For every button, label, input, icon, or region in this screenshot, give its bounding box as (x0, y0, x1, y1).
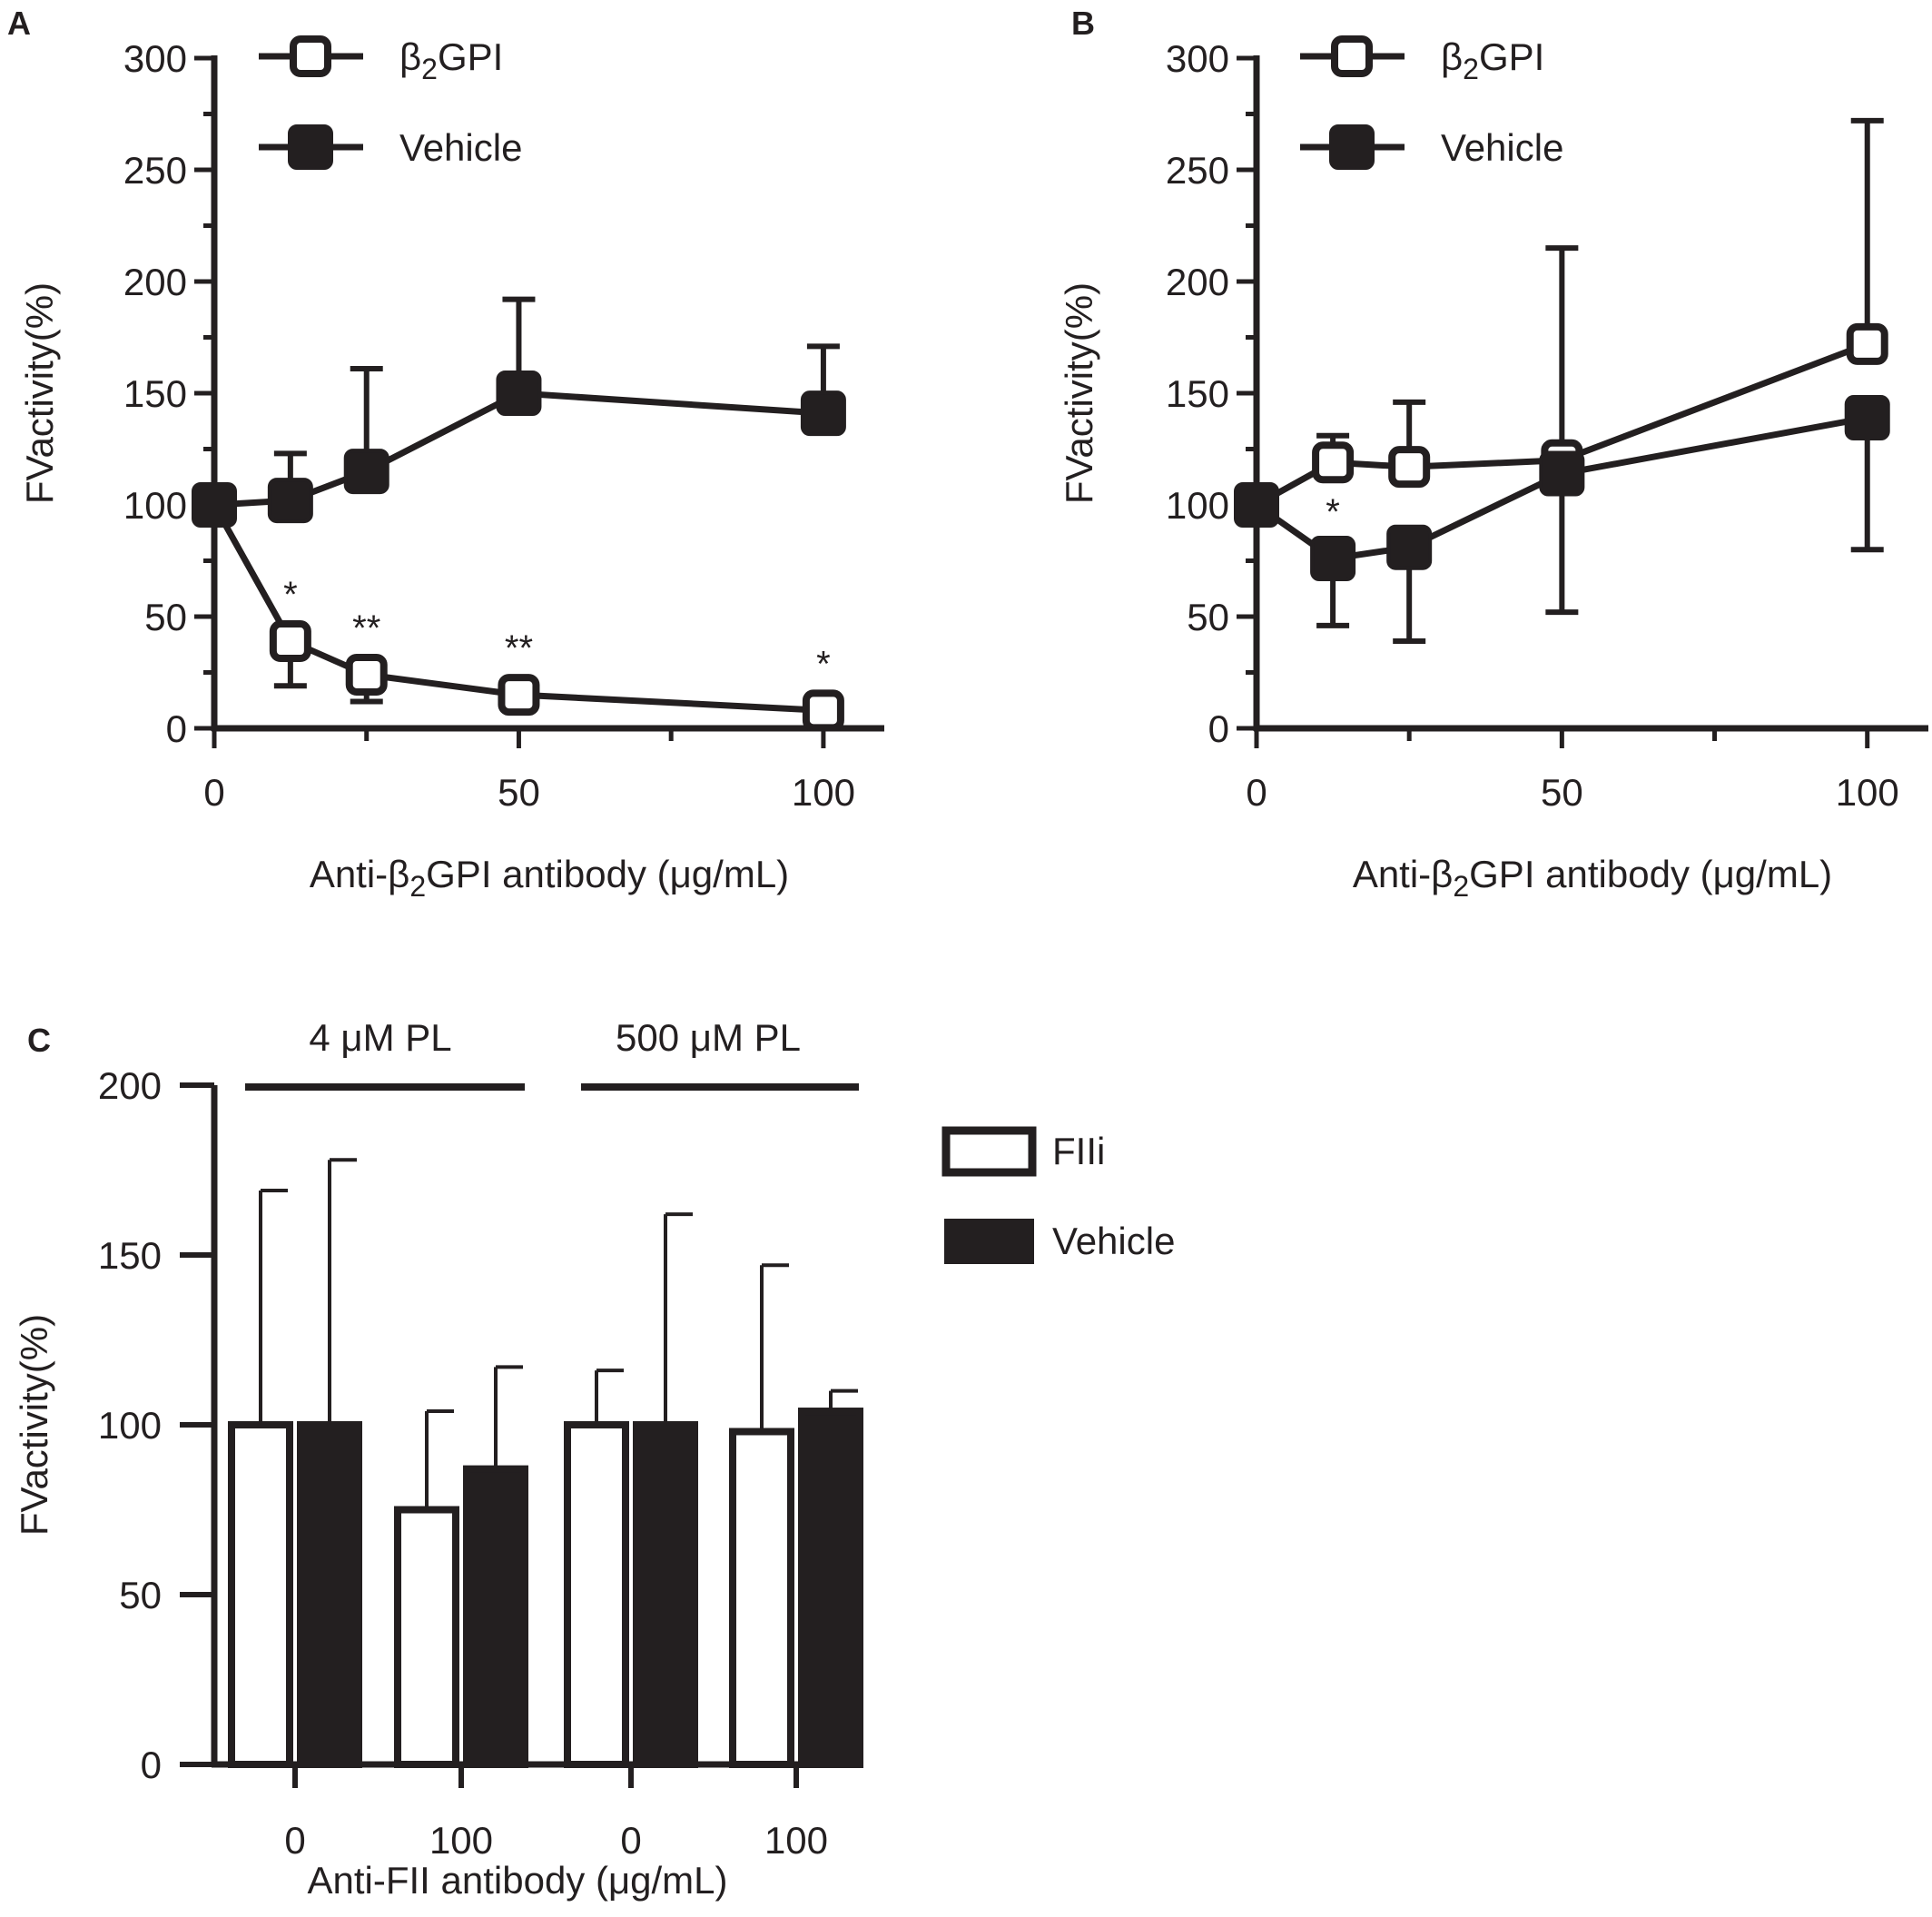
y-tick-label: 150 (1166, 372, 1229, 415)
x-tick-label: 100 (1836, 771, 1899, 814)
y-tick-label: 50 (144, 596, 187, 638)
x-tick-label: 0 (620, 1819, 641, 1862)
panel-letter: A (7, 5, 31, 42)
significance-label: ** (352, 608, 380, 648)
legend-label: β2GPI (1441, 35, 1544, 85)
y-tick-label: 200 (123, 261, 187, 303)
legend-label: FIIi (1052, 1130, 1105, 1172)
legend-marker (290, 35, 331, 77)
group-label: 4 μM PL (309, 1016, 451, 1059)
y-tick-label: 0 (1208, 707, 1229, 750)
data-point (269, 620, 311, 663)
bar (564, 1421, 629, 1768)
data-point (192, 482, 237, 528)
x-axis-label: Anti-β2GPI antibody (μg/mL) (1353, 853, 1832, 903)
legend-label: Vehicle (1441, 126, 1563, 169)
x-tick-label: 0 (1246, 771, 1267, 814)
x-axis-label: Anti-FII antibody (μg/mL) (307, 1859, 727, 1902)
bar (633, 1421, 698, 1768)
y-axis-label: FVactivity(%) (1058, 282, 1100, 504)
data-point (1234, 482, 1279, 528)
data-point (1312, 441, 1355, 484)
x-tick-label: 50 (1541, 771, 1583, 814)
y-tick-label: 50 (1187, 596, 1229, 638)
y-axis-label: FVactivity(%) (13, 1314, 55, 1536)
significance-label: * (1326, 492, 1340, 532)
y-tick-label: 150 (98, 1234, 162, 1277)
legend-marker (1331, 35, 1373, 77)
bar (228, 1421, 293, 1768)
y-tick-label: 50 (119, 1574, 162, 1616)
y-tick-label: 150 (123, 372, 187, 415)
significance-label: ** (505, 628, 533, 668)
legend-label: β2GPI (399, 35, 503, 85)
y-tick-label: 200 (1166, 261, 1229, 303)
data-point (1388, 446, 1431, 489)
significance-label: * (816, 644, 831, 684)
bar (394, 1506, 459, 1768)
significance-label: * (283, 575, 298, 615)
data-point (1386, 524, 1433, 570)
y-tick-label: 100 (1166, 484, 1229, 527)
x-tick-label: 50 (498, 771, 540, 814)
data-point (343, 449, 389, 495)
bar (297, 1421, 362, 1768)
legend-marker (1329, 124, 1375, 170)
panel-c-chart: C 0 50 100 150 200 FVactivity(%) Anti-FII antib… (13, 1016, 1175, 1902)
y-tick-label: 300 (1166, 37, 1229, 80)
x-tick-label: 100 (764, 1819, 828, 1862)
data-point (1846, 322, 1888, 365)
legend-swatch (944, 1219, 1034, 1264)
data-point (802, 689, 844, 732)
data-point (498, 674, 540, 716)
x-tick-label: 100 (429, 1819, 493, 1862)
legend-marker (288, 124, 333, 170)
x-tick-label: 0 (203, 771, 224, 814)
y-tick-label: 250 (1166, 149, 1229, 192)
bar (463, 1465, 528, 1768)
legend-swatch (941, 1126, 1037, 1177)
y-tick-label: 300 (123, 37, 187, 80)
data-point (345, 653, 388, 696)
data-point (496, 371, 542, 416)
y-tick-label: 100 (123, 484, 187, 527)
y-tick-label: 0 (166, 707, 187, 750)
legend-label: Vehicle (1052, 1220, 1175, 1262)
x-tick-label: 100 (792, 771, 855, 814)
y-axis-label: FVactivity(%) (18, 282, 61, 504)
panel-letter: C (27, 1022, 51, 1059)
data-point (267, 478, 313, 524)
y-tick-label: 100 (98, 1404, 162, 1447)
bar (798, 1408, 863, 1769)
y-tick-label: 250 (123, 149, 187, 192)
data-point (800, 390, 846, 437)
bar (729, 1428, 794, 1768)
data-point (1844, 395, 1890, 441)
x-axis-label: Anti-β2GPI antibody (μg/mL) (310, 853, 789, 903)
x-tick-label: 0 (284, 1819, 305, 1862)
data-point (1539, 450, 1585, 497)
panel-letter: B (1071, 5, 1095, 42)
group-label: 500 μM PL (616, 1016, 801, 1059)
y-tick-label: 0 (141, 1744, 162, 1786)
data-point (1310, 536, 1356, 582)
legend-label: Vehicle (399, 126, 522, 169)
y-tick-label: 200 (98, 1064, 162, 1107)
